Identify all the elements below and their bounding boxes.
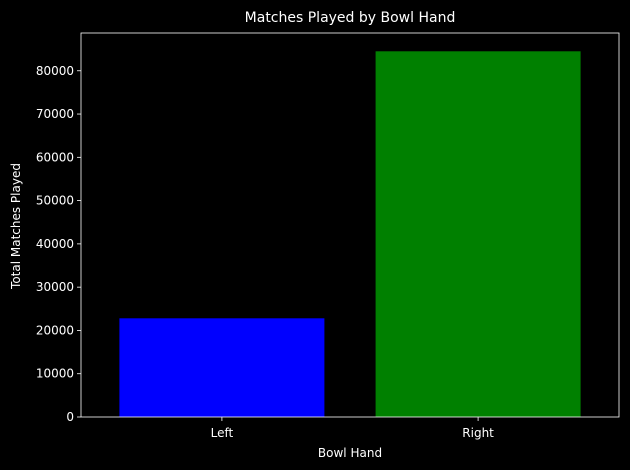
y-tick-label: 10000 [36, 367, 74, 381]
y-axis-label: Total Matches Played [9, 163, 23, 290]
y-tick-label: 30000 [36, 280, 74, 294]
y-tick-label: 50000 [36, 194, 74, 208]
y-axis: 0 10000 20000 30000 40000 50000 60000 70000 8000… [36, 64, 81, 424]
plot-area [119, 51, 581, 418]
x-axis-label: Bowl Hand [318, 446, 382, 460]
bar-left [119, 318, 325, 417]
y-tick-label: 20000 [36, 323, 74, 337]
y-tick-label: 70000 [36, 107, 74, 121]
chart-title: Matches Played by Bowl Hand [245, 10, 456, 26]
y-tick-label: 40000 [36, 237, 74, 251]
x-axis: Left Right [211, 417, 494, 440]
axes-frame [80, 32, 620, 418]
x-tick-label: Right [462, 426, 494, 440]
bar-right [375, 51, 581, 418]
y-tick-label: 0 [66, 410, 74, 424]
y-tick-label: 80000 [36, 64, 74, 78]
y-tick-label: 60000 [36, 150, 74, 164]
x-tick-label: Left [211, 426, 234, 440]
